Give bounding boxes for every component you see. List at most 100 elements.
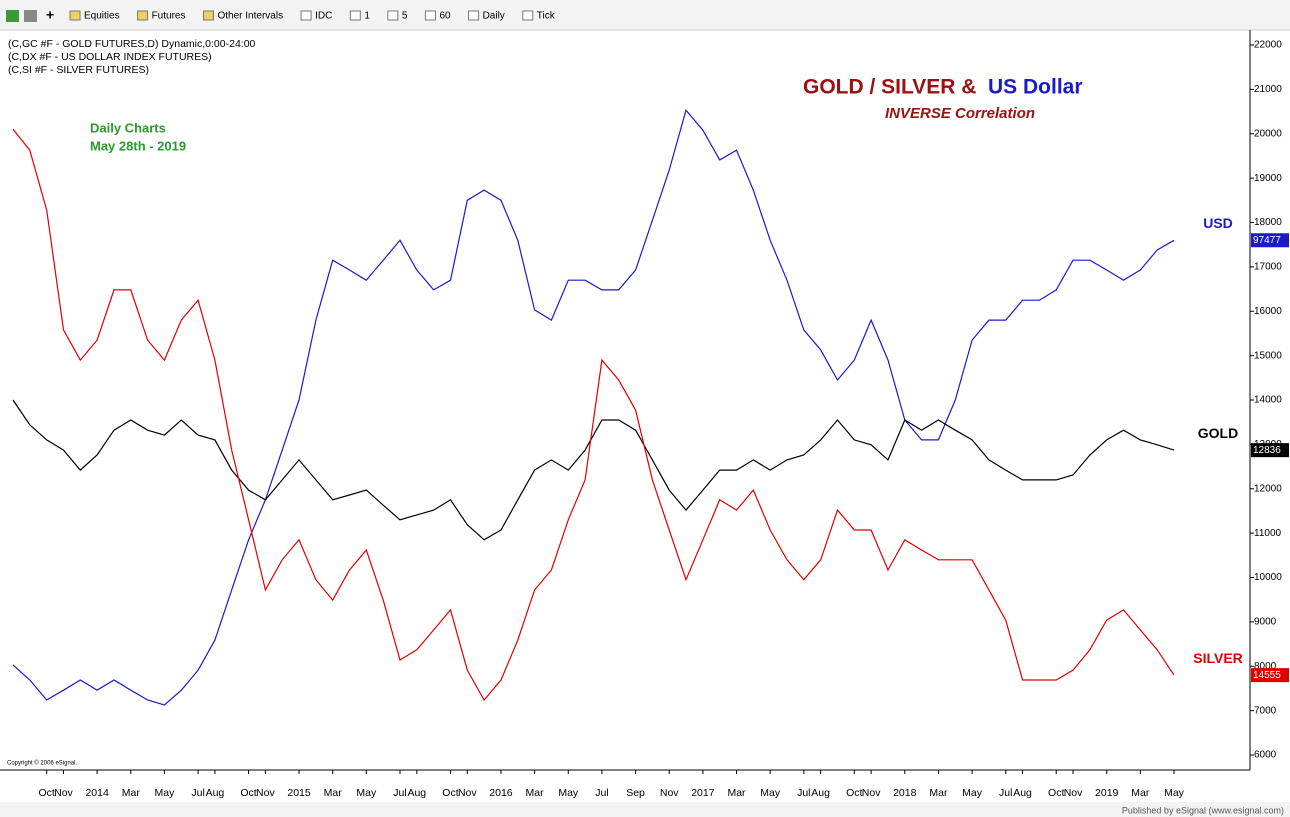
y-tick-label: 21000 <box>1254 84 1282 95</box>
x-tick-label: May <box>1164 787 1185 799</box>
y-tick-label: 9000 <box>1254 617 1277 628</box>
x-tick-label: Oct <box>442 787 458 799</box>
toolbar-item[interactable]: Futures <box>152 11 186 22</box>
x-tick-label: Nov <box>862 787 881 799</box>
x-tick-label: 2014 <box>85 787 109 799</box>
toolbar-icon[interactable] <box>24 10 37 22</box>
y-tick-label: 10000 <box>1254 572 1282 583</box>
x-tick-label: Nov <box>458 787 477 799</box>
x-tick-label: Aug <box>1013 787 1032 799</box>
x-tick-label: Mar <box>929 787 948 799</box>
last-value-label: 14555 <box>1253 670 1281 681</box>
x-tick-label: Oct <box>240 787 256 799</box>
toolbar-item[interactable]: Tick <box>537 11 556 22</box>
symbol: (C,DX #F - US DOLLAR INDEX FUTURES) <box>8 51 212 63</box>
x-tick-label: Aug <box>206 787 225 799</box>
x-tick-label: 2016 <box>489 787 513 799</box>
x-tick-label: Jul <box>797 787 810 799</box>
last-value-box <box>1251 233 1289 248</box>
last-value-box <box>1251 668 1289 683</box>
x-tick-label: May <box>558 787 579 799</box>
toolbar <box>0 0 1290 30</box>
toolbar-item[interactable]: 1 <box>364 11 370 22</box>
y-tick-label: 14000 <box>1254 395 1282 406</box>
x-tick-label: Nov <box>660 787 679 799</box>
y-tick-label: 17000 <box>1254 262 1282 273</box>
series-line <box>12 399 1175 541</box>
toolbar-icon[interactable] <box>349 10 361 21</box>
x-tick-label: 2015 <box>287 787 311 799</box>
toolbar-icon[interactable] <box>387 10 399 21</box>
last-value-label: 12836 <box>1253 445 1281 456</box>
x-tick-label: 2019 <box>1095 787 1119 799</box>
y-tick-label: 16000 <box>1254 306 1282 317</box>
x-tick-label: Jul <box>999 787 1012 799</box>
y-tick-label: 19000 <box>1254 173 1282 184</box>
y-tick-label: 7000 <box>1254 705 1277 716</box>
toolbar-item[interactable]: 5 <box>402 11 408 22</box>
annotation: May 28th - 2019 <box>90 138 186 153</box>
toolbar-icon[interactable] <box>6 10 19 22</box>
toolbar-icon[interactable] <box>522 10 534 21</box>
x-tick-label: May <box>760 787 781 799</box>
subtitle: INVERSE Correlation <box>885 105 1035 122</box>
x-tick-label: May <box>356 787 377 799</box>
chart-title: US Dollar <box>988 76 1083 99</box>
status-bar <box>0 802 1290 817</box>
toolbar-item[interactable]: Equities <box>84 11 120 22</box>
toolbar-icon[interactable] <box>69 10 81 21</box>
series-label: SILVER <box>1193 650 1243 666</box>
x-tick-label: 2018 <box>893 787 917 799</box>
y-tick-label: 20000 <box>1254 128 1282 139</box>
toolbar-item[interactable]: Other Intervals <box>217 11 283 22</box>
symbol: (C,SI #F - SILVER FUTURES) <box>8 64 149 76</box>
toolbar-item[interactable]: IDC <box>315 11 332 22</box>
y-tick-label: 8000 <box>1254 661 1277 672</box>
footer: Published by eSignal (www.esignal.com) <box>1122 805 1284 815</box>
y-tick-label: 22000 <box>1254 40 1282 51</box>
series-label: USD <box>1203 215 1233 231</box>
y-tick-label: 12000 <box>1254 483 1282 494</box>
x-tick-label: Nov <box>1064 787 1083 799</box>
last-value-label: 97477 <box>1253 235 1281 246</box>
series-line <box>12 108 1175 706</box>
x-tick-label: Nov <box>256 787 275 799</box>
x-tick-label: Jul <box>191 787 204 799</box>
y-tick-label: 15000 <box>1254 350 1282 361</box>
x-tick-label: Oct <box>1048 787 1064 799</box>
last-value-box <box>1251 443 1289 458</box>
y-tick-label: 6000 <box>1254 750 1277 761</box>
x-tick-label: Nov <box>54 787 73 799</box>
x-tick-label: Mar <box>526 787 545 799</box>
toolbar-icon[interactable] <box>468 10 480 21</box>
symbol: (C,GC #F - GOLD FUTURES,D) Dynamic,0:00-… <box>8 38 256 50</box>
annotation: Daily Charts <box>90 120 166 135</box>
x-tick-label: Sep <box>626 787 645 799</box>
series-line <box>12 128 1175 702</box>
series-label: GOLD <box>1198 425 1238 441</box>
x-tick-label: Oct <box>846 787 862 799</box>
copyright: Copyright © 2006 eSignal. <box>7 760 77 767</box>
toolbar-item[interactable]: 60 <box>439 11 451 22</box>
x-tick-label: Oct <box>38 787 54 799</box>
x-tick-label: Jul <box>595 787 608 799</box>
add-button[interactable]: + <box>46 7 54 23</box>
x-tick-label: May <box>962 787 983 799</box>
chart-title: GOLD / SILVER & <box>803 76 976 99</box>
x-tick-label: Jul <box>393 787 406 799</box>
toolbar-icon[interactable] <box>137 10 149 21</box>
toolbar-icon[interactable] <box>424 10 436 21</box>
toolbar-icon[interactable] <box>202 10 214 21</box>
x-tick-label: May <box>155 787 176 799</box>
toolbar-icon[interactable] <box>300 10 312 21</box>
x-tick-label: Aug <box>407 787 426 799</box>
x-tick-label: Aug <box>811 787 830 799</box>
y-tick-label: 18000 <box>1254 217 1282 228</box>
x-tick-label: Mar <box>1131 787 1150 799</box>
x-tick-label: Mar <box>727 787 746 799</box>
x-tick-label: Mar <box>324 787 343 799</box>
toolbar-item[interactable]: Daily <box>483 11 505 22</box>
x-tick-label: 2017 <box>691 787 715 799</box>
